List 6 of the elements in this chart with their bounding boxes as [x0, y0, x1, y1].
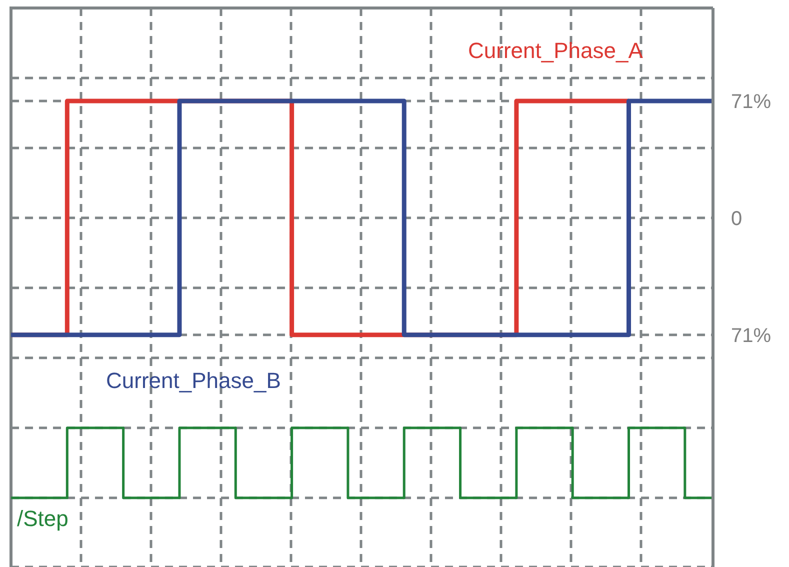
- series-label: Current_Phase_B: [106, 368, 281, 394]
- y-tick-label: 71%: [731, 91, 772, 114]
- series-label: Current_Phase_A: [468, 38, 643, 64]
- y-tick-label: 0: [731, 208, 742, 230]
- series-label: /Step: [17, 506, 68, 532]
- y-tick-label: 71%: [731, 324, 772, 347]
